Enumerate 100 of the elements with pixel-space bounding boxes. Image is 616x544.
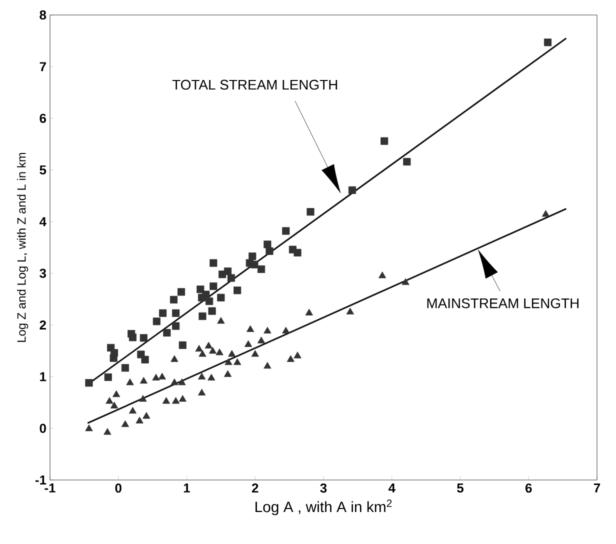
point: [264, 326, 272, 334]
point: [128, 334, 137, 342]
point: [202, 290, 210, 298]
point: [121, 420, 130, 428]
x-tick-label: 7: [594, 484, 600, 492]
x-tick-label: 5: [457, 484, 464, 493]
point: [208, 307, 216, 315]
point: [170, 355, 178, 362]
point: [305, 308, 313, 316]
point: [172, 397, 180, 404]
point: [178, 395, 186, 402]
point: [210, 259, 218, 267]
point: [228, 350, 236, 357]
point: [266, 247, 274, 255]
point: [216, 348, 224, 356]
point: [204, 342, 212, 348]
point: [159, 309, 167, 317]
point: [177, 288, 186, 296]
x-tick-label: 0: [115, 484, 122, 493]
point: [294, 352, 302, 358]
point: [224, 370, 232, 377]
point: [251, 350, 259, 357]
point: [110, 354, 118, 362]
point: [208, 346, 217, 354]
point: [162, 397, 170, 404]
point: [227, 274, 235, 282]
x-tick-label: 4: [388, 484, 396, 492]
point: [178, 341, 186, 349]
point: [217, 294, 225, 302]
point: [85, 424, 93, 432]
point: [172, 309, 180, 317]
point: [257, 265, 266, 273]
point: [264, 362, 272, 369]
point: [217, 316, 225, 324]
point: [208, 374, 216, 381]
x-axis-title: Log A , with A in km$^{2}$: [256, 500, 392, 516]
x-tick-label: 3: [320, 484, 327, 493]
point: [152, 374, 160, 381]
y-tick-label: 4: [39, 217, 46, 226]
y-tick-label: 8: [40, 10, 46, 20]
point: [110, 402, 118, 408]
point: [282, 326, 290, 334]
point: [85, 379, 93, 387]
y-tick-label: 3: [40, 268, 46, 278]
point: [198, 372, 206, 380]
y-tick-label: 2: [40, 320, 46, 330]
point: [403, 158, 411, 166]
point: [306, 208, 314, 216]
point: [140, 376, 148, 384]
point: [206, 297, 214, 306]
point: [104, 428, 112, 435]
point: [112, 390, 120, 398]
point: [196, 286, 204, 294]
point: [198, 350, 206, 357]
point: [542, 210, 550, 217]
x-tick-label: 1: [184, 484, 190, 492]
point: [172, 322, 180, 330]
point: [282, 227, 290, 235]
point: [346, 308, 354, 314]
annotation: MAINSTREAM LENGTH: [427, 298, 578, 308]
point: [264, 240, 272, 248]
point: [170, 296, 178, 304]
point: [158, 372, 166, 380]
point: [294, 248, 302, 256]
point: [142, 412, 150, 419]
point: [104, 373, 112, 381]
point: [139, 395, 147, 402]
point: [106, 397, 114, 404]
point: [128, 406, 137, 414]
point: [152, 318, 160, 326]
x-tick-label: 6: [525, 484, 532, 493]
y-tick-label: 7: [40, 62, 46, 72]
point: [178, 378, 186, 386]
x-tick-label: 2: [252, 484, 258, 493]
point: [380, 137, 388, 145]
point: [544, 38, 552, 46]
y-tick-label: 1: [40, 372, 46, 382]
point: [248, 252, 256, 260]
point: [195, 344, 203, 352]
point: [286, 355, 295, 362]
point: [402, 278, 410, 285]
y-axis-title: Log Z and Log L, with Z and L in km: [16, 152, 28, 342]
point: [378, 272, 386, 278]
point: [170, 378, 178, 386]
point: [136, 416, 144, 424]
point: [141, 356, 149, 364]
y-tick-label: 0: [40, 424, 46, 433]
point: [224, 267, 232, 276]
point: [210, 282, 218, 290]
point: [234, 286, 242, 294]
point: [198, 312, 206, 320]
point: [140, 334, 148, 342]
point: [250, 260, 258, 268]
annotation: TOTAL STREAM LENGTH: [172, 80, 338, 90]
point: [163, 328, 171, 337]
point: [224, 358, 232, 366]
point: [121, 364, 129, 372]
point: [246, 325, 254, 332]
y-tick-label: 5: [40, 165, 46, 175]
point: [244, 340, 252, 347]
